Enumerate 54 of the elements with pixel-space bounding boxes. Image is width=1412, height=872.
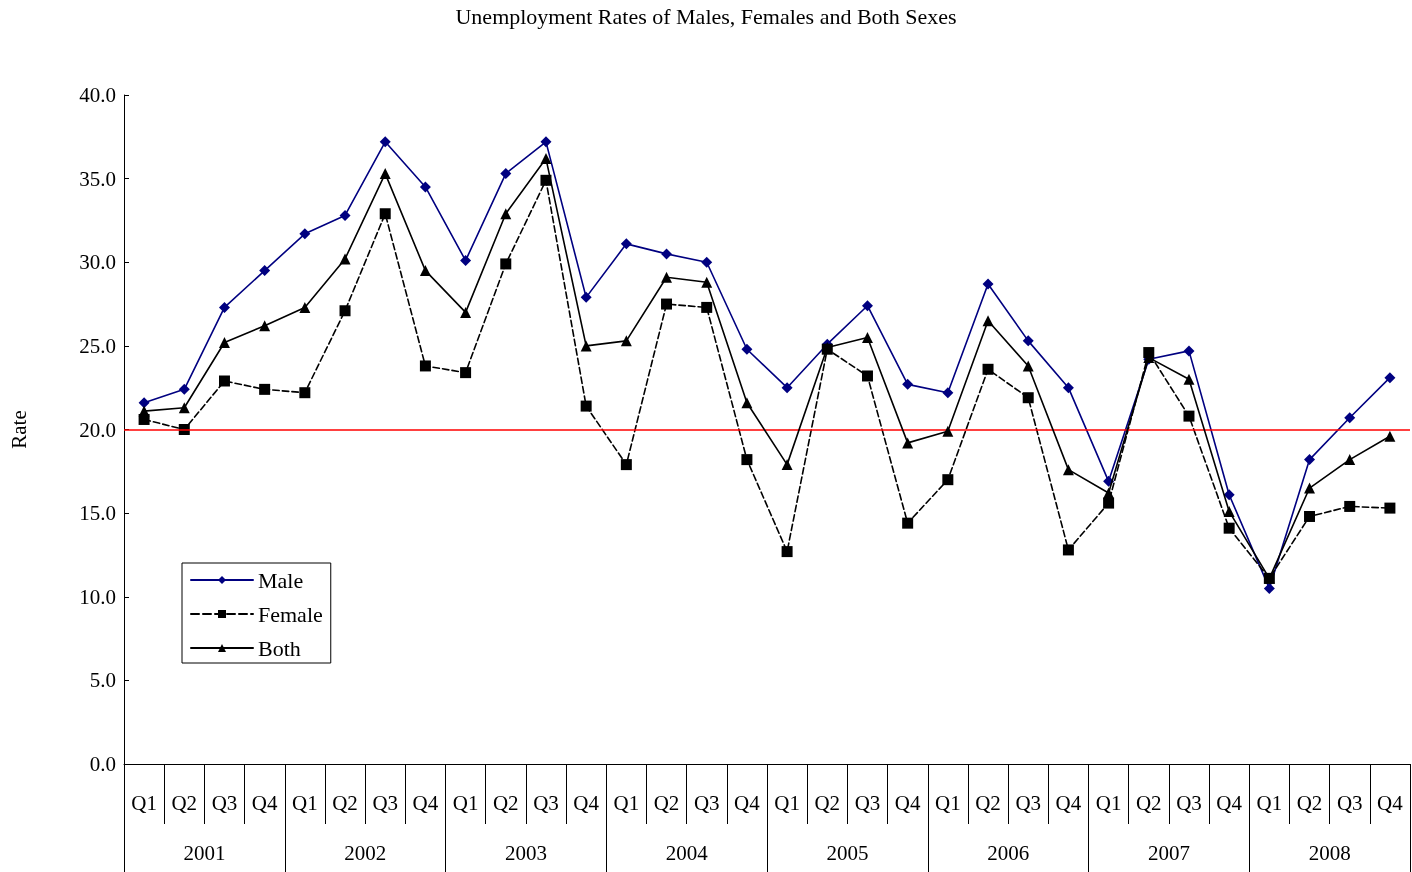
text: 2001: [183, 840, 226, 865]
x-tick-label: Q1: [774, 790, 800, 815]
x-tick-label: Q4: [1216, 790, 1243, 815]
x-tick-label: Q1: [292, 790, 318, 815]
x-tick-label: Q2: [1135, 790, 1162, 815]
text: 2004: [665, 840, 709, 865]
x-tick-label: Q4: [573, 790, 600, 815]
x-tick-label: Q2: [975, 790, 1001, 815]
x-tick-label: Q4: [894, 790, 921, 815]
x-tick-label: Q1: [131, 790, 157, 815]
text: 2008: [1308, 840, 1351, 865]
legend-label: Male: [258, 567, 304, 593]
y-tick-label: 20.0: [79, 417, 116, 442]
x-tick-label: Q4: [412, 790, 439, 815]
y-tick-label: 15.0: [79, 501, 116, 526]
text: 2007: [1147, 840, 1190, 865]
x-tick-label: Q3: [1176, 790, 1202, 815]
x-tick-label: Q3: [533, 790, 559, 815]
x-tick-label: Q4: [251, 790, 278, 815]
x-tick-label: Q4: [1055, 790, 1082, 815]
x-tick-label: Q2: [492, 790, 519, 815]
x-tick-label: Q2: [1296, 790, 1323, 815]
x-tick-label: Q2: [171, 790, 198, 815]
y-tick-label: 5.0: [89, 668, 116, 693]
x-tick-label: Q3: [1336, 790, 1363, 815]
x-tick-label: Q1: [1095, 790, 1122, 815]
text: 2006: [987, 840, 1030, 865]
x-tick-label: Q4: [1377, 790, 1404, 815]
x-tick-label: Q3: [1015, 790, 1042, 815]
legend-label: Female: [258, 601, 323, 627]
chart-title: Unemployment Rates of Males, Females and Both Sexes: [455, 3, 957, 29]
x-tick-label: Q4: [734, 790, 761, 815]
y-tick-label: 35.0: [79, 166, 116, 191]
x-tick-label: Q3: [211, 790, 238, 815]
y-tick-label: 30.0: [79, 250, 116, 275]
x-tick-label: Q1: [935, 790, 961, 815]
y-tick-label: 25.0: [79, 333, 116, 358]
y-tick-label: 40.0: [79, 83, 116, 107]
x-tick-label: Q1: [1256, 790, 1283, 815]
y-tick-label: 0.0: [89, 752, 116, 776]
x-tick-label: Q1: [452, 790, 479, 815]
x-tick-label: Q2: [653, 790, 680, 815]
x-tick-label: Q1: [613, 790, 640, 815]
x-tick-label: Q2: [814, 790, 841, 815]
legend-label: Both: [258, 635, 301, 661]
text: 2003: [504, 840, 547, 865]
x-tick-label: Q3: [693, 790, 720, 815]
text: 2005: [826, 840, 869, 865]
y-axis-title: Rate: [6, 410, 31, 449]
text: 2002: [344, 840, 387, 865]
y-tick-label: 10.0: [79, 584, 116, 609]
x-tick-label: Q2: [332, 790, 358, 815]
x-tick-label: Q3: [372, 790, 399, 815]
x-tick-label: Q3: [854, 790, 881, 815]
